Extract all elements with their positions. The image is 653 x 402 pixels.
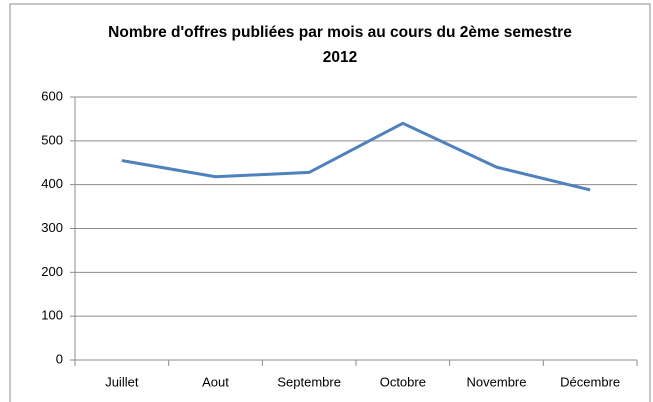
y-tick-label: 0: [56, 351, 63, 366]
y-tick-label: 100: [41, 308, 63, 323]
y-tick-label: 600: [41, 88, 63, 103]
y-tick-label: 500: [41, 132, 63, 147]
y-tick-label: 400: [41, 176, 63, 191]
x-tick-label: Novembre: [467, 374, 527, 389]
x-tick-label: Décembre: [560, 374, 620, 389]
chart-title: Nombre d'offres publiées par mois au cou…: [108, 24, 572, 66]
x-tick-label: Aout: [202, 374, 229, 389]
data-line: [121, 121, 591, 192]
x-tick-label: Juillet: [105, 374, 139, 389]
x-tick-label: Octobre: [380, 374, 426, 389]
x-tick-label: Septembre: [277, 374, 341, 389]
y-tick-label: 200: [41, 264, 63, 279]
chart-frame: [9, 3, 651, 402]
y-tick-label: 300: [41, 220, 63, 235]
